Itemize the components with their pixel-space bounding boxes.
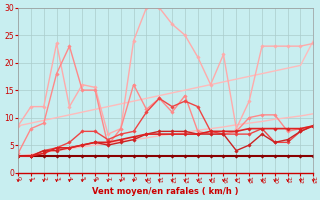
X-axis label: Vent moyen/en rafales ( km/h ): Vent moyen/en rafales ( km/h ) xyxy=(92,187,239,196)
